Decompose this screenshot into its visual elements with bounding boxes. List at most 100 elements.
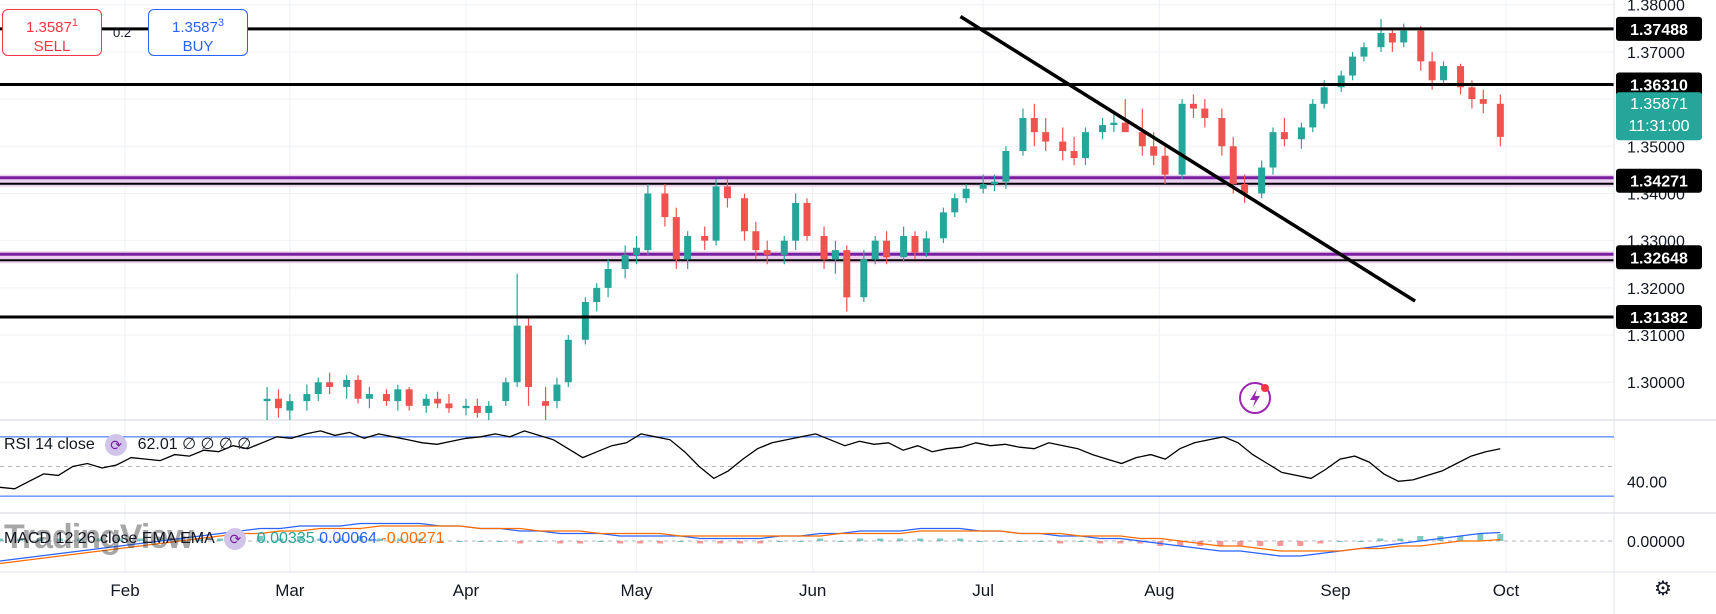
- candle-body: [1258, 167, 1266, 194]
- macd-histogram-bar: [497, 541, 504, 542]
- macd-histogram-bar: [1217, 541, 1224, 546]
- candle-body: [979, 184, 987, 189]
- macd-histogram-bar: [637, 541, 644, 544]
- candle: [1241, 174, 1249, 203]
- macd-histogram-bar: [1457, 536, 1464, 541]
- candle-body: [564, 339, 572, 383]
- candle: [1229, 136, 1237, 194]
- candle: [701, 226, 709, 251]
- time-axis[interactable]: Feb Mar Apr May Jun Jul Aug Sep Oct: [0, 571, 1716, 600]
- candle: [553, 377, 561, 409]
- macd-histogram-bar: [797, 541, 804, 542]
- signal-line: [0, 525, 1501, 565]
- candle: [1201, 99, 1209, 128]
- sell-pip: 1: [71, 17, 78, 29]
- candle-body: [871, 240, 879, 260]
- candle-body: [1269, 132, 1277, 168]
- macd-histogram-bar: [617, 541, 624, 544]
- price-tick-label: 1.32000: [1627, 281, 1685, 298]
- macd-histogram-bar: [1317, 541, 1324, 544]
- candle: [803, 198, 811, 241]
- candle: [405, 386, 413, 411]
- rsi-extra-4: ∅: [237, 436, 252, 454]
- macd-legend[interactable]: MACD 12 26 close EMA EMA ⟳ 0.00335 0.000…: [4, 528, 445, 550]
- candle: [911, 231, 919, 260]
- macd-histogram-bar: [1077, 541, 1084, 542]
- candle-body: [1400, 30, 1408, 43]
- candle: [1059, 127, 1067, 161]
- candle: [445, 394, 453, 413]
- candle-body: [326, 382, 334, 387]
- candle: [763, 240, 771, 265]
- candle-body: [1138, 132, 1146, 147]
- flash-icon[interactable]: [1239, 382, 1271, 414]
- rsi-legend[interactable]: RSI 14 close ⟳ 62.01 ∅ ∅ ∅ ∅: [4, 434, 251, 456]
- candle-body: [513, 325, 521, 383]
- candle: [581, 297, 589, 345]
- candle: [979, 174, 987, 194]
- candle-body: [365, 394, 373, 399]
- candle-body: [803, 202, 811, 236]
- candle: [1218, 108, 1226, 156]
- candle: [871, 235, 879, 265]
- macd-histogram-bar: [1477, 533, 1484, 541]
- candle-body: [672, 217, 680, 260]
- month-label: Feb: [110, 581, 139, 600]
- rsi-pane[interactable]: 40.00: [0, 430, 1667, 497]
- macd-pane[interactable]: 0.00000: [0, 522, 1685, 565]
- candle-body: [1030, 117, 1038, 133]
- candle-body: [763, 250, 771, 255]
- refresh-icon[interactable]: ⟳: [105, 434, 128, 456]
- macd-histogram-bar: [437, 541, 444, 542]
- level-price-tag: [1616, 168, 1702, 193]
- macd-histogram-bar: [297, 536, 304, 541]
- candle: [843, 245, 851, 312]
- sell-button[interactable]: 1.35871 SELL: [2, 9, 102, 56]
- candle-body: [303, 394, 311, 402]
- macd-histogram-bar: [17, 538, 24, 541]
- descending-trendline[interactable]: [959, 15, 1417, 303]
- candle-body: [1121, 122, 1129, 133]
- gear-icon[interactable]: ⚙: [1654, 578, 1672, 600]
- macd-histogram-bar: [1137, 541, 1144, 544]
- macd-axis-label: 0.00000: [1627, 534, 1685, 551]
- signal-value: 0.00064: [319, 530, 377, 548]
- candle: [1002, 146, 1010, 189]
- candle: [752, 221, 760, 260]
- macd-value: 0.00335: [256, 530, 315, 548]
- candle: [326, 372, 334, 395]
- candle-body: [1059, 141, 1067, 152]
- candle-body: [1081, 132, 1089, 159]
- macd-histogram-bar: [197, 538, 204, 541]
- candle-body: [1241, 184, 1249, 194]
- macd-histogram-bar: [377, 538, 384, 541]
- month-label: Mar: [275, 581, 305, 600]
- rsi-label: RSI 14 close: [4, 436, 95, 454]
- macd-label: MACD 12 26 close: [4, 530, 138, 548]
- level-price-label: 1.32648: [1630, 250, 1688, 267]
- candle: [1440, 61, 1448, 85]
- candle-body: [274, 398, 282, 409]
- candle-body: [900, 235, 908, 258]
- candle: [354, 375, 362, 404]
- refresh-icon[interactable]: ⟳: [224, 528, 247, 550]
- buy-button[interactable]: 1.35873 BUY: [148, 9, 248, 56]
- rsi-value: 62.01: [137, 436, 178, 454]
- candle: [883, 231, 891, 265]
- macd-histogram-bar: [817, 538, 824, 541]
- candle-body: [740, 198, 748, 232]
- candle: [434, 391, 442, 409]
- current-price-label: 1.35871: [1630, 96, 1688, 113]
- macd-histogram-bar: [657, 541, 664, 544]
- level-price-tag: [1616, 305, 1702, 330]
- macd-histogram-bar: [977, 541, 984, 542]
- candle: [1258, 160, 1266, 199]
- macd-histogram-bar: [917, 538, 924, 541]
- level-price-tag: [1616, 72, 1702, 97]
- candle-body: [1417, 30, 1425, 62]
- candlestick-series: [263, 18, 1504, 420]
- candle-body: [951, 198, 959, 213]
- candle-body: [843, 250, 851, 298]
- macd-histogram-bar: [577, 541, 584, 544]
